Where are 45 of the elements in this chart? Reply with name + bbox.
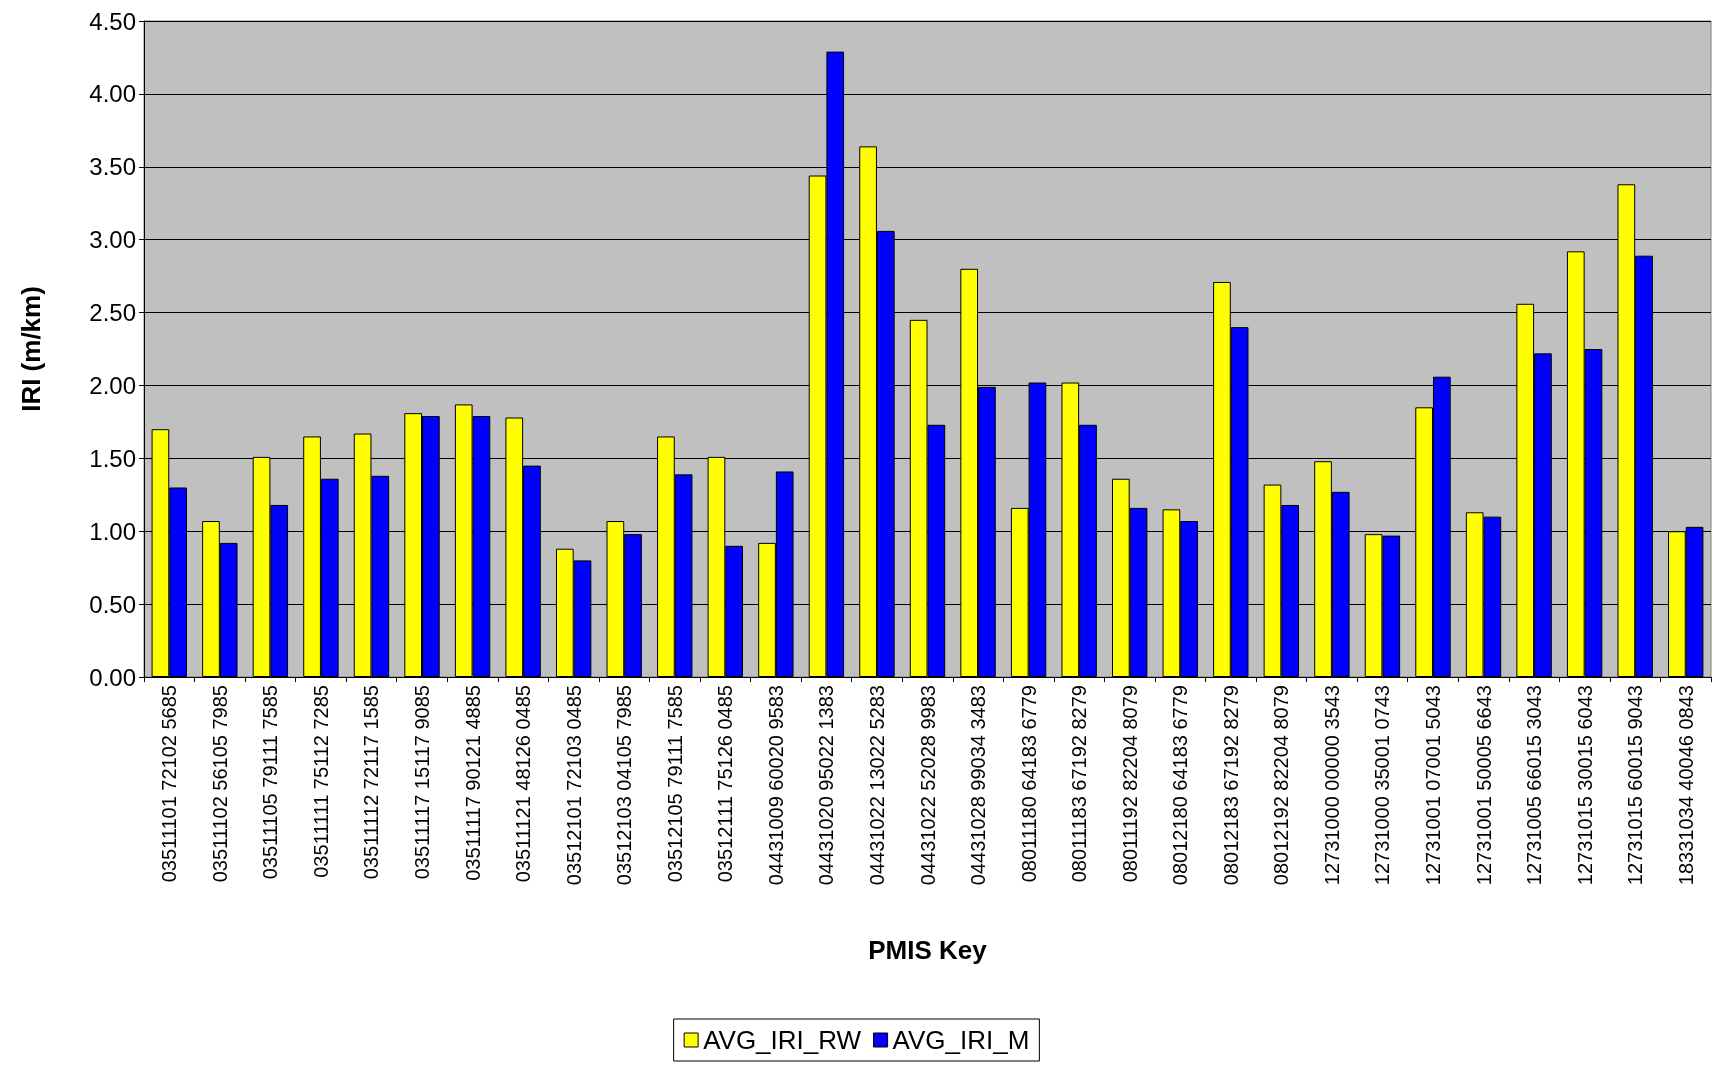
y-tick-label: 4.50 — [89, 7, 136, 35]
x-tick-label: 12731001 50005 6643 — [1472, 685, 1495, 886]
x-tick-label: 12731001 07001 5043 — [1421, 685, 1444, 886]
x-tick-label: 03511101 72102 5685 — [158, 685, 181, 883]
x-tick-label: 03512101 72103 0485 — [562, 685, 585, 886]
y-tick-label: 3.50 — [89, 153, 136, 181]
x-tick-label: 12731005 66015 3043 — [1523, 685, 1546, 886]
x-axis-title: PMIS Key — [868, 935, 988, 965]
x-tick-label: 03511112 72117 1585 — [360, 685, 383, 880]
x-tick-label: 12731015 60015 9043 — [1624, 685, 1647, 886]
x-tick-label: 03511121 48126 0485 — [512, 685, 535, 883]
x-tick-label: 08011180 64183 6779 — [1017, 685, 1040, 883]
y-tick-label: 0.00 — [89, 663, 136, 691]
x-tick-label: 04431022 52028 9983 — [916, 685, 939, 886]
x-tick-label: 03511102 56105 7985 — [208, 685, 231, 883]
x-tick-label: 03511111 75112 7285 — [309, 685, 332, 878]
x-tick-label: 04431028 99034 3483 — [967, 685, 990, 886]
x-tick-label: 04431022 13022 5283 — [865, 685, 888, 886]
x-tick-label: 03511117 90121 4885 — [461, 685, 484, 881]
x-tick-label: 12731000 35001 0743 — [1371, 685, 1394, 886]
x-tick-label: 08012183 67192 8279 — [1219, 685, 1242, 886]
x-tick-label: 03512105 79111 7585 — [663, 685, 686, 883]
y-axis-title: IRI (m/km) — [16, 286, 46, 412]
x-tick-label: 08011192 82204 8079 — [1118, 685, 1141, 883]
x-tick-label: 04431009 60020 9583 — [764, 685, 787, 886]
y-tick-label: 2.00 — [89, 371, 136, 399]
x-tick-label: 04431020 95022 1383 — [815, 685, 838, 886]
y-tick-label: 1.50 — [89, 444, 136, 472]
x-tick-label: 12731015 30015 6043 — [1573, 685, 1596, 886]
x-tick-label: 08011183 67192 8279 — [1068, 685, 1091, 883]
x-tick-label: 03511117 15117 9085 — [411, 685, 434, 880]
y-tick-label: 4.00 — [89, 80, 136, 108]
x-tick-label: 08012180 64183 6779 — [1169, 685, 1192, 886]
y-tick-label: 0.50 — [89, 590, 136, 618]
y-tick-label: 3.00 — [89, 226, 136, 254]
y-tick-label: 2.50 — [89, 299, 136, 327]
x-tick-label: 08012192 82204 8079 — [1270, 685, 1293, 886]
x-tick-label: 18331034 40046 0843 — [1674, 685, 1697, 886]
legend-label: AVG_IRI_RW — [703, 1025, 862, 1055]
y-tick-label: 1.00 — [89, 517, 136, 545]
legend-label: AVG_IRI_M — [892, 1025, 1030, 1055]
x-tick-label: 03512111 75126 0485 — [714, 685, 737, 883]
x-tick-label: 03512103 04105 7985 — [613, 685, 636, 886]
x-tick-label: 12731000 00000 3543 — [1320, 685, 1343, 886]
x-tick-label: 03511105 79111 7585 — [259, 685, 282, 880]
